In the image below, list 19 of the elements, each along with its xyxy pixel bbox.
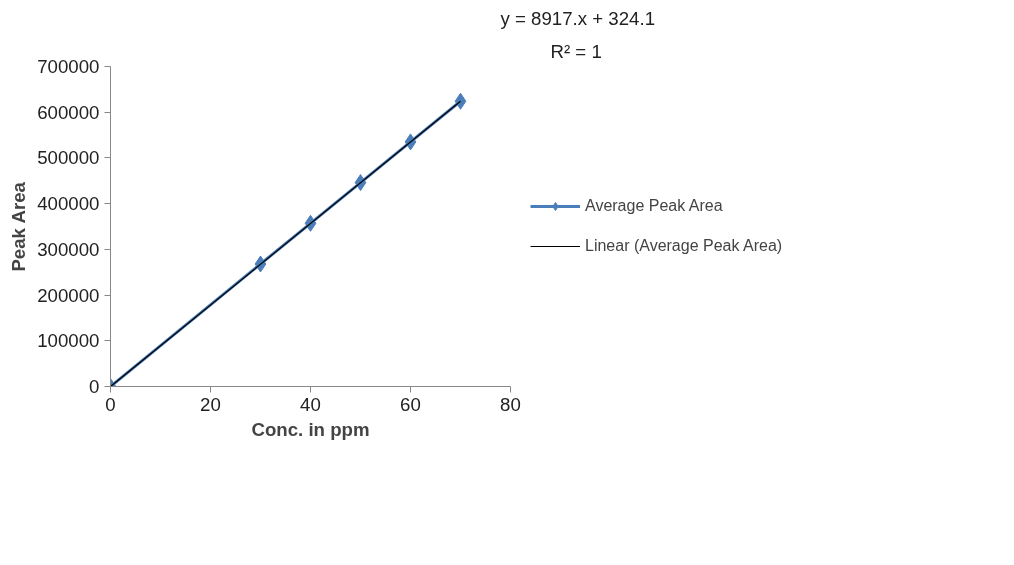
x-tick-label: 40 (300, 393, 321, 415)
text: y = 8917.x + 324.1 (500, 7, 656, 29)
y-tick-label: 600000 (37, 101, 100, 123)
y-axis-title: Peak Area (8, 181, 30, 272)
y-tick-label: 700000 (37, 56, 100, 77)
x-tick-label: 60 (400, 393, 421, 415)
x-tick-label: 80 (500, 393, 521, 415)
legend-label: Average Peak Area (585, 197, 723, 215)
x-axis-title: Conc. in ppm (251, 418, 370, 440)
x-tick-label: 0 (105, 393, 116, 415)
y-tick-label: 400000 (37, 193, 100, 215)
y-tick-label: 100000 (37, 330, 100, 352)
x-tick-label: 20 (200, 393, 221, 415)
y-tick-label: 500000 (37, 147, 100, 169)
legend-label: Linear (Average Peak Area) (585, 237, 783, 255)
y-tick-label: 0 (89, 376, 100, 397)
y-tick-label: 300000 (37, 238, 100, 260)
text: R² = 1 (550, 40, 602, 62)
y-tick-label: 200000 (37, 284, 100, 306)
